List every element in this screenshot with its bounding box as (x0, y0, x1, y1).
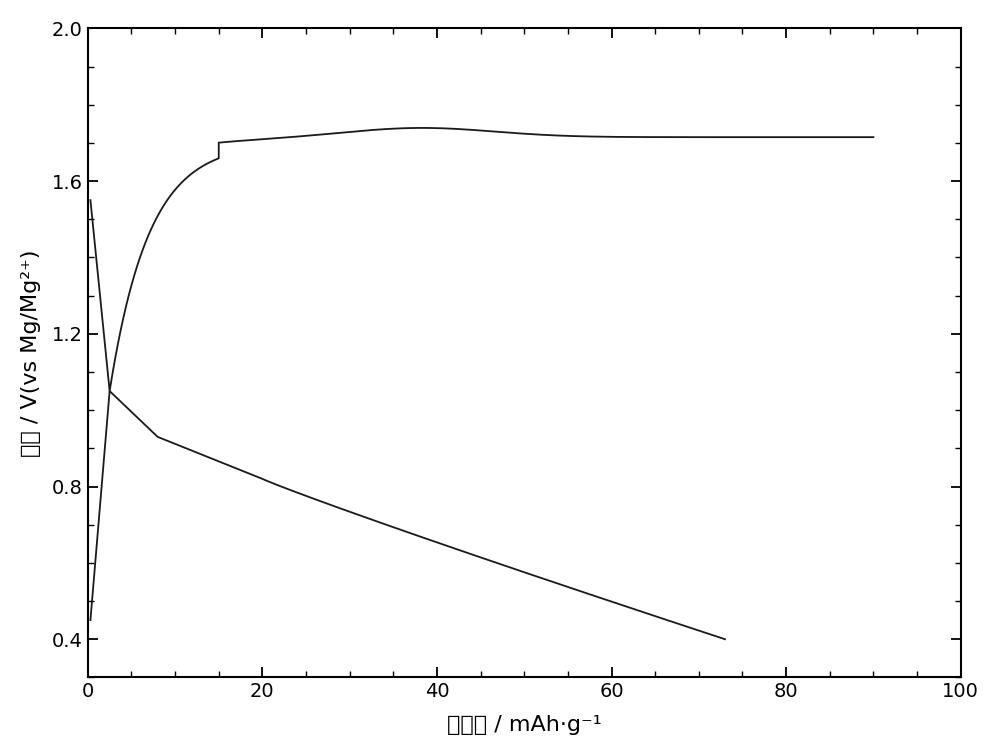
Y-axis label: 电压 / V(vs Mg/Mg²⁺): 电压 / V(vs Mg/Mg²⁺) (21, 249, 41, 457)
X-axis label: 比容量 / mAh·g⁻¹: 比容量 / mAh·g⁻¹ (447, 715, 602, 735)
